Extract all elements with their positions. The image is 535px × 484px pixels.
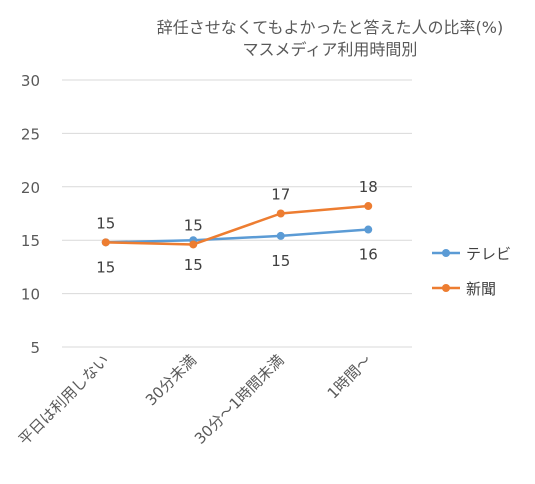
x-tick-label: 1時間～ [324,351,375,402]
data-label: 15 [184,256,203,274]
y-tick-label: 25 [21,125,40,143]
x-tick-label: 30分～1時間未満 [191,351,288,448]
data-label: 17 [271,186,290,204]
data-point [189,240,198,249]
y-axis-tick-labels: 5 10 15 20 25 30 [21,72,40,357]
x-tick-label: 平日は利用しない [15,351,113,449]
data-label: 16 [359,246,378,264]
data-label: 15 [184,216,203,234]
legend-marker [442,249,450,257]
series-line [105,204,369,246]
data-labels: 15 15 15 16 15 15 17 18 [96,178,378,276]
y-tick-label: 10 [21,286,40,304]
series-lines [101,202,373,249]
data-label: 18 [359,178,378,196]
data-point [364,202,373,211]
data-label: 15 [96,214,115,232]
data-point [364,225,373,234]
gridlines [62,79,412,348]
chart-subtitle: マスメディア利用時間別 [243,40,418,59]
data-point [276,209,285,218]
data-label: 15 [271,252,290,270]
x-tick-label: 30分未満 [142,351,200,409]
y-tick-label: 30 [21,72,40,90]
data-point [101,238,110,247]
data-point [276,231,285,240]
y-tick-label: 20 [21,179,40,197]
legend-marker [442,284,450,292]
y-tick-label: 15 [21,232,40,250]
y-tick-label: 5 [30,339,40,357]
series-line [105,228,369,244]
legend-label: テレビ [466,245,511,263]
chart-title: 辞任させなくてもよかったと答えた人の比率(%) [157,18,503,37]
legend-label: 新聞 [466,280,496,298]
data-label: 15 [96,258,115,276]
